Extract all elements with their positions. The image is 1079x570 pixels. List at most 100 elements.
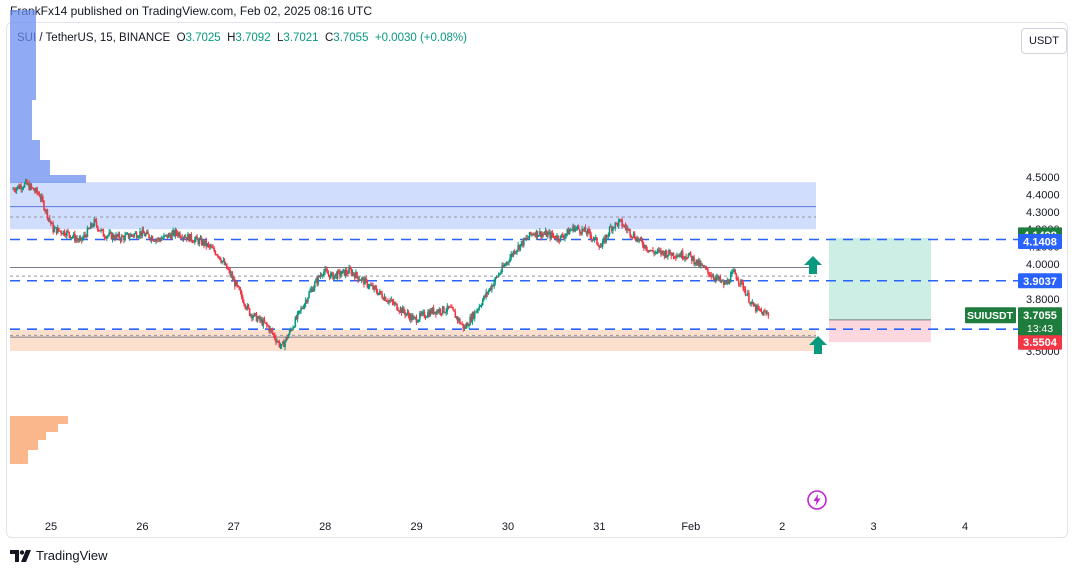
volume-profile-bar: [10, 450, 28, 464]
candle-body: [552, 235, 555, 237]
candle-body: [644, 245, 646, 248]
candle-body: [229, 270, 232, 276]
candle-body: [340, 274, 342, 276]
up-arrow-icon[interactable]: [804, 256, 822, 274]
candle-body: [510, 253, 513, 258]
candle-body: [227, 268, 229, 270]
candle-body: [114, 238, 116, 240]
currency-unit-button[interactable]: USDT: [1021, 28, 1067, 54]
candle-body: [389, 300, 391, 302]
candle-body: [104, 237, 107, 239]
candle-body: [757, 305, 759, 309]
candle-body: [513, 251, 516, 254]
candle-body: [572, 225, 574, 230]
stop-loss-box[interactable]: [829, 319, 931, 343]
profit-target-box[interactable]: [829, 237, 931, 320]
candle-body: [601, 240, 604, 247]
candle-body: [407, 312, 410, 316]
candle-body: [643, 245, 645, 248]
candle-body: [665, 251, 668, 258]
candle-body: [108, 232, 110, 236]
candle-body: [443, 306, 445, 313]
candle-body: [143, 233, 146, 236]
candle-body: [431, 307, 434, 314]
candle-body: [31, 187, 34, 189]
symbol-tag[interactable]: SUIUSDT: [967, 310, 1014, 322]
candle-body: [125, 233, 128, 235]
candle-body: [276, 341, 278, 343]
x-tick-label: 26: [136, 521, 148, 533]
candle-body: [709, 275, 711, 277]
x-tick-label: 2: [779, 521, 785, 533]
candle-body: [12, 188, 14, 190]
candle-body: [509, 257, 511, 262]
candle-body: [327, 273, 330, 275]
candle-body: [345, 270, 348, 274]
candle-body: [435, 311, 437, 315]
candle-body: [66, 230, 68, 237]
candle-body: [740, 279, 742, 285]
candle-body: [487, 290, 490, 294]
candle-body: [568, 230, 571, 235]
candle-body: [658, 250, 661, 252]
candle-body: [555, 238, 557, 240]
candle-body: [706, 268, 709, 272]
candle-body: [637, 237, 639, 241]
candle-body: [648, 250, 651, 252]
candle-body: [253, 313, 256, 317]
candle-body: [536, 230, 539, 237]
candle-body: [742, 282, 744, 290]
candle-body: [203, 240, 205, 246]
price-axis-label-bg: [1018, 234, 1062, 250]
candle-body: [179, 232, 181, 238]
candle-body: [717, 275, 719, 280]
candle-body: [651, 250, 653, 252]
candle-body: [341, 270, 343, 275]
candle-body: [133, 233, 136, 237]
candle-body: [214, 251, 217, 255]
candle-body: [301, 308, 303, 310]
candle-body: [375, 288, 378, 293]
candle-body: [475, 311, 477, 313]
candle-body: [405, 313, 407, 316]
candle-body: [102, 229, 105, 237]
candle-body: [480, 304, 483, 306]
volume-profile-bar: [10, 175, 86, 183]
candle-body: [412, 316, 414, 320]
candle-body: [132, 235, 134, 237]
candle-body: [551, 232, 554, 236]
candle-body: [529, 232, 532, 235]
candle-body: [489, 288, 492, 290]
candle-body: [646, 249, 649, 251]
candle-body: [700, 263, 702, 267]
candle-body: [629, 229, 631, 236]
candle-body: [175, 229, 178, 234]
candle-body: [236, 281, 238, 286]
candle-body: [157, 238, 160, 240]
candle-body: [36, 188, 38, 193]
candle-body: [751, 302, 754, 304]
candle-body: [30, 184, 33, 188]
candle-body: [172, 230, 174, 233]
candle-body: [150, 236, 153, 241]
symbol-label[interactable]: SUI / TetherUS, 15, BINANCE: [17, 32, 171, 44]
candle-body: [459, 318, 461, 324]
candle-body: [84, 234, 86, 236]
candle-body: [297, 310, 300, 313]
candle-body: [391, 299, 394, 302]
candle-body: [469, 316, 471, 326]
candle-body: [399, 307, 402, 312]
supply-zone: [10, 182, 816, 230]
candle-body: [365, 278, 367, 281]
candle-body: [457, 318, 460, 321]
candle-body: [165, 234, 168, 236]
up-arrow-icon[interactable]: [809, 336, 827, 354]
candle-body: [664, 251, 667, 257]
candle-body: [759, 308, 762, 311]
lightning-icon[interactable]: [806, 489, 828, 511]
candle-body: [417, 319, 420, 322]
candle-body: [291, 329, 293, 331]
candle-body: [107, 235, 109, 237]
candle-body: [374, 286, 377, 289]
